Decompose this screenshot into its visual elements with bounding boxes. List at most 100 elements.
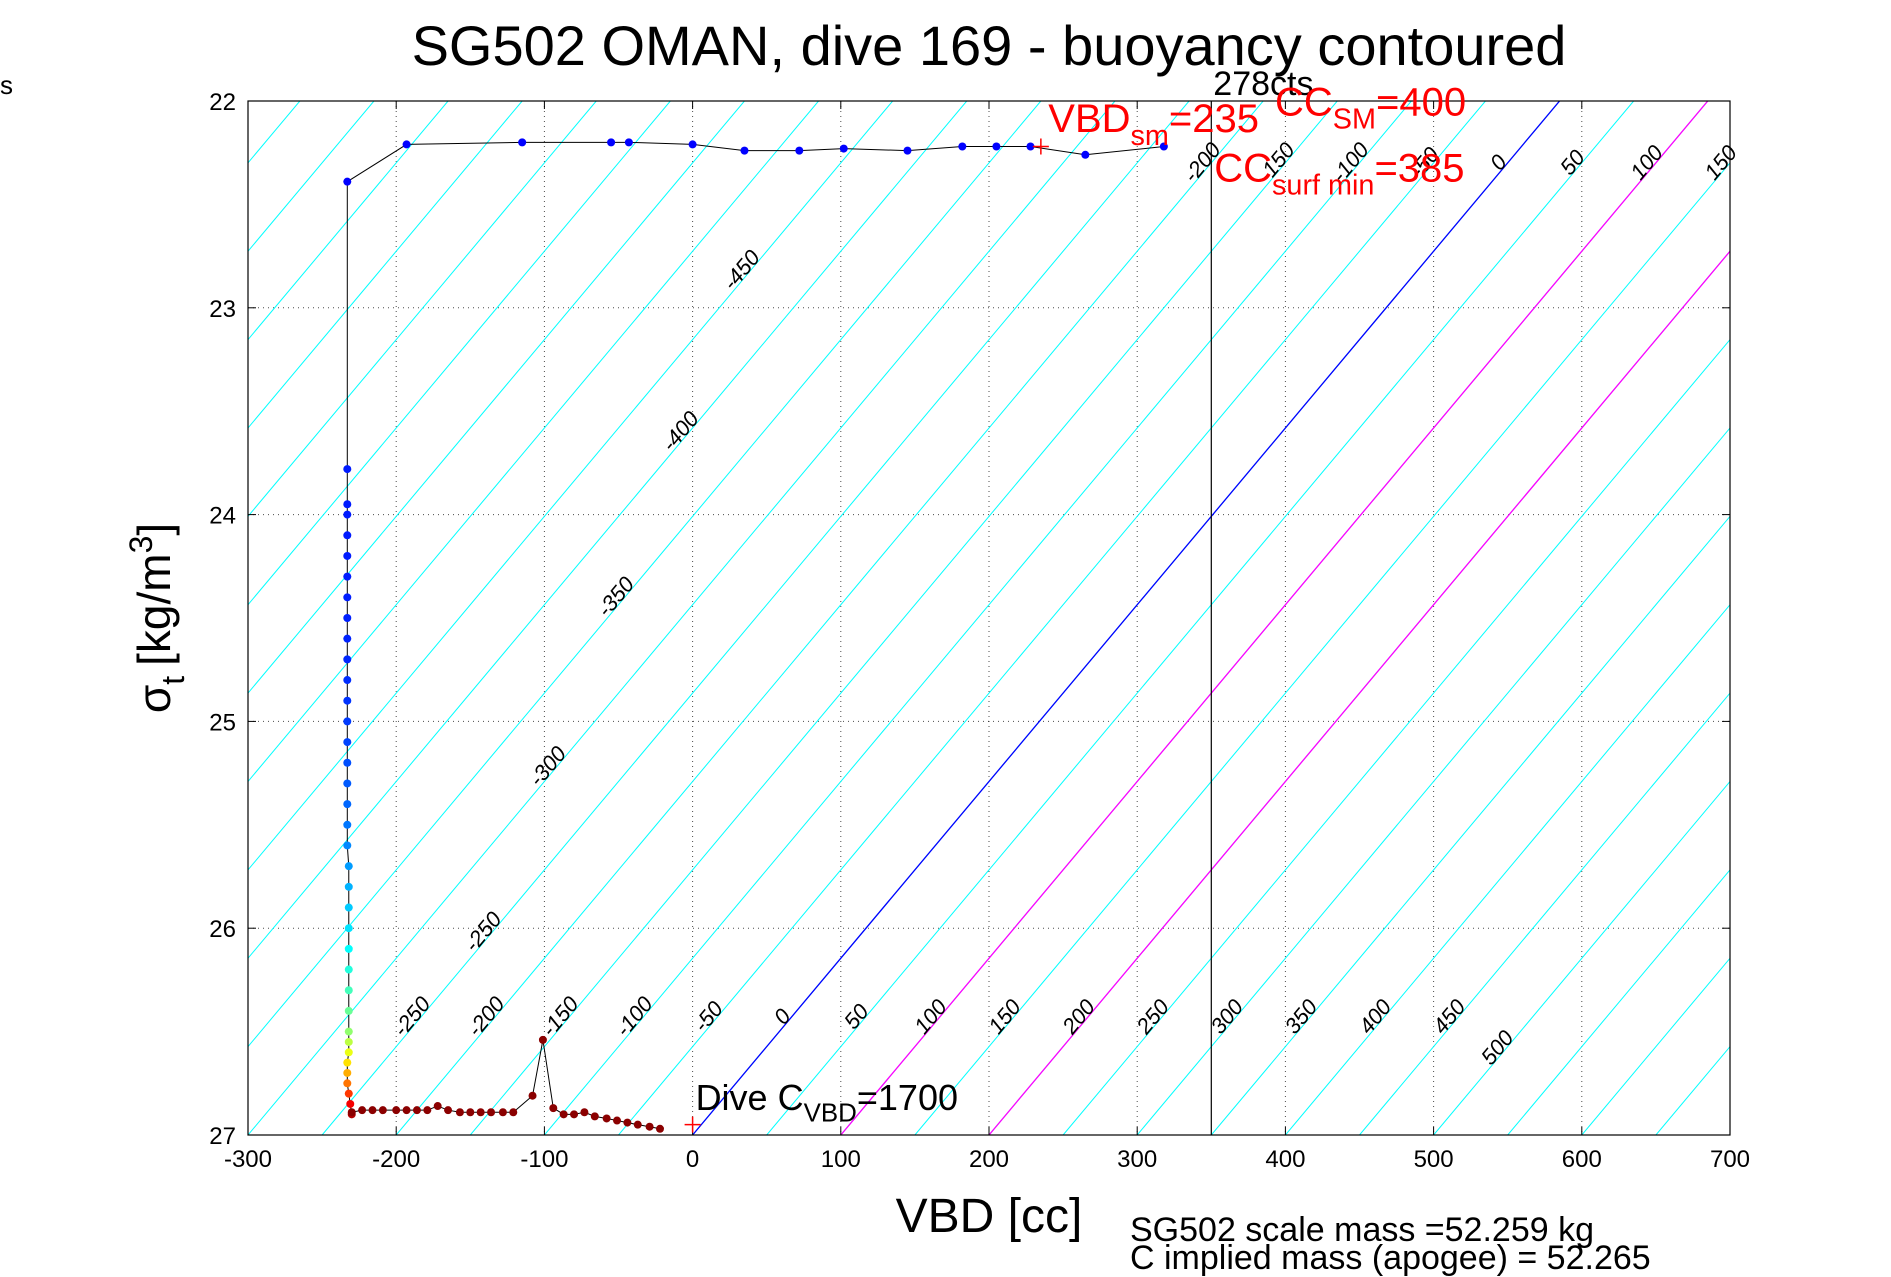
data-point [487, 1108, 495, 1116]
data-point [992, 142, 1000, 150]
y-tick-label: 27 [209, 1123, 236, 1150]
y-label-sup: 3 [123, 536, 159, 554]
data-point [613, 1117, 621, 1125]
contour-label-bottom: 250 [1131, 994, 1175, 1040]
data-point [509, 1108, 517, 1116]
y-tick-label: 25 [209, 709, 236, 736]
contour-label-top: -400 [656, 406, 704, 456]
chart-title: SG502 OMAN, dive 169 - buoyancy contoure… [412, 14, 1567, 77]
contour-label-bottom: -100 [610, 991, 658, 1041]
contour-label-bottom: 450 [1428, 994, 1471, 1039]
contour-line [1804, 101, 1891, 1135]
data-point [343, 593, 351, 601]
contour-line [248, 101, 1115, 1135]
data-point [343, 552, 351, 560]
contour-line [1137, 101, 1891, 1135]
data-point [343, 178, 351, 186]
contour-line [767, 101, 1634, 1135]
y-tick-label: 26 [209, 916, 236, 943]
data-point [343, 635, 351, 643]
data-point [343, 759, 351, 767]
data-point [795, 147, 803, 155]
x-tick-label: 100 [821, 1146, 861, 1173]
contour-label-bottom: 400 [1354, 994, 1397, 1039]
data-point [343, 1069, 351, 1077]
svg-text:σt[kg/m3]: σt[kg/m3] [123, 523, 191, 713]
highlight-contour-line [989, 101, 1856, 1135]
contour-line [396, 101, 1263, 1135]
contour-line [915, 101, 1782, 1135]
y-label-close: ] [128, 523, 180, 536]
data-point [607, 138, 615, 146]
contour-label-bottom: 500 [1476, 1025, 1519, 1070]
data-point [466, 1108, 474, 1116]
x-tick-label: 200 [969, 1146, 1009, 1173]
contour-line [0, 101, 596, 1135]
contour-line [1360, 101, 1891, 1135]
data-point [368, 1106, 376, 1114]
y-tick-label: 22 [209, 89, 236, 116]
data-point [625, 138, 633, 146]
contour-line [1063, 101, 1891, 1135]
data-point [434, 1102, 442, 1110]
data-point [343, 573, 351, 581]
data-point [580, 1108, 588, 1116]
data-point [518, 138, 526, 146]
data-point [345, 1007, 353, 1015]
scale-mass-note: SG502 scale mass =52.259 kg C implied ma… [1130, 1216, 1651, 1272]
contour-label-bottom: 200 [1057, 994, 1101, 1040]
data-point [958, 142, 966, 150]
data-point [549, 1104, 557, 1112]
data-point [345, 966, 353, 974]
contour-line [100, 101, 967, 1135]
data-point [343, 465, 351, 473]
contour-label-top: -250 [459, 906, 507, 956]
y-tick-label: 23 [209, 296, 236, 323]
data-point [444, 1106, 452, 1114]
contour-line [0, 101, 448, 1135]
data-point [689, 140, 697, 148]
data-point [1081, 151, 1089, 159]
y-axis-label: σt[kg/m3] [123, 523, 191, 713]
data-point [343, 697, 351, 705]
grid-lines [248, 101, 1730, 1135]
data-point [477, 1108, 485, 1116]
data-point [343, 500, 351, 508]
x-tick-label: 500 [1414, 1146, 1454, 1173]
dive-trace-line [347, 142, 1164, 1128]
data-point [403, 1106, 411, 1114]
data-point [345, 1048, 353, 1056]
highlight-contour-line [841, 101, 1708, 1135]
data-point [499, 1108, 507, 1116]
data-point [358, 1106, 366, 1114]
dive-series [343, 138, 1168, 1132]
cc-sm-annotation: CCSM=400 [1275, 80, 1466, 135]
data-point [529, 1092, 537, 1100]
contour-label-bottom: -50 [688, 996, 728, 1037]
data-point [413, 1106, 421, 1114]
contour-label-bottom: -250 [388, 991, 436, 1041]
data-point [656, 1125, 664, 1133]
data-point [343, 531, 351, 539]
data-point [345, 883, 353, 891]
y-label-symbol: σ [128, 685, 180, 713]
y-label-unit: [kg/m [128, 553, 180, 665]
contour-line [0, 101, 744, 1135]
data-point [903, 147, 911, 155]
x-tick-label: 0 [686, 1146, 699, 1173]
data-point [634, 1121, 642, 1129]
contour-label-top: 50 [1555, 144, 1590, 179]
buoyancy-contours [0, 101, 1891, 1135]
x-tick-label: 600 [1562, 1146, 1602, 1173]
red-cross-marker [685, 1117, 701, 1133]
contour-label-bottom: 100 [909, 994, 952, 1039]
contour-label-top: 100 [1625, 140, 1668, 185]
x-tick-label: -300 [224, 1146, 272, 1173]
red-cross-marker [1033, 138, 1049, 154]
contour-label-top: -350 [592, 571, 640, 621]
x-tick-label: -200 [372, 1146, 420, 1173]
contour-line [1434, 101, 1891, 1135]
data-point [343, 1059, 351, 1067]
data-point [343, 1079, 351, 1087]
